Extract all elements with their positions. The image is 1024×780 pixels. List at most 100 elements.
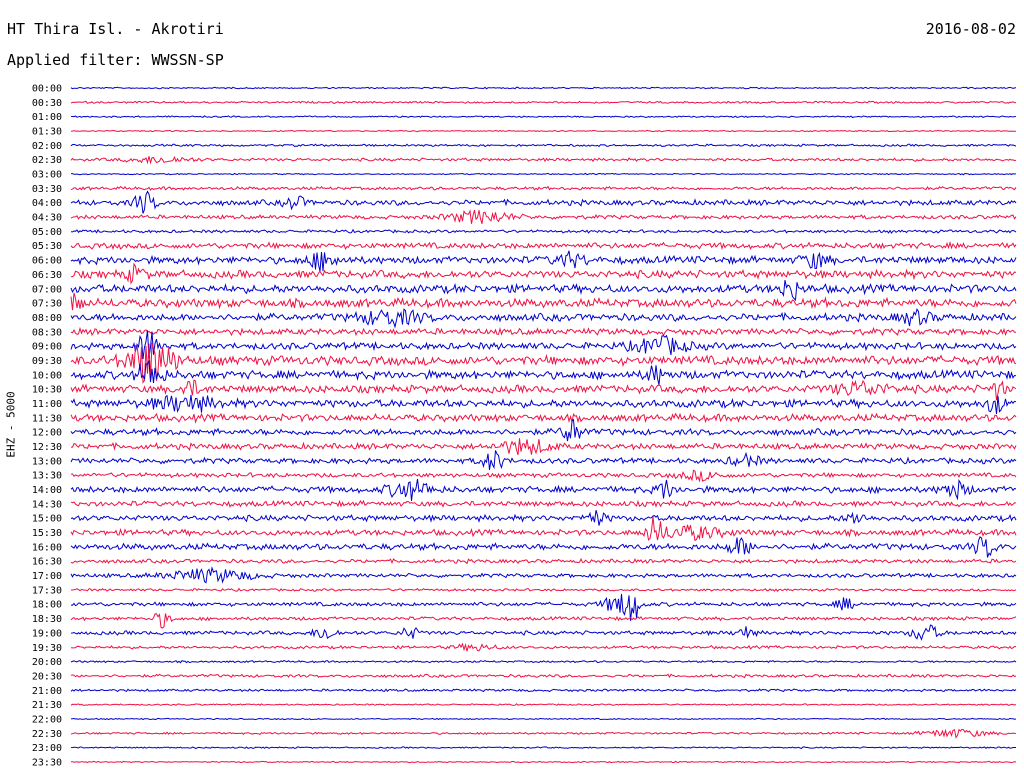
time-label-1230: 12:30 [32, 442, 62, 453]
time-label-0700: 07:00 [32, 284, 62, 295]
time-label-0830: 08:30 [32, 327, 62, 338]
trace-2230 [70, 728, 1017, 739]
time-label-1000: 10:00 [32, 370, 62, 381]
time-label-0400: 04:00 [32, 198, 62, 209]
time-label-1300: 13:00 [32, 456, 62, 467]
time-label-0300: 03:00 [32, 170, 62, 181]
trace-1300 [70, 450, 1017, 470]
trace-0330 [70, 185, 1017, 191]
trace-1900 [70, 624, 1017, 641]
time-label-2030: 20:30 [32, 671, 62, 682]
time-label-2300: 23:00 [32, 743, 62, 754]
trace-0100 [71, 115, 1017, 119]
time-label-1830: 18:30 [32, 614, 62, 625]
trace-1600 [70, 536, 1017, 558]
time-label-1730: 17:30 [32, 585, 62, 596]
time-label-1700: 17:00 [32, 571, 62, 582]
time-label-1400: 14:00 [32, 485, 62, 496]
trace-0500 [70, 228, 1017, 234]
trace-0800 [70, 307, 1017, 329]
time-label-2000: 20:00 [32, 657, 62, 668]
time-label-2230: 22:30 [32, 729, 62, 740]
trace-1200 [70, 418, 1017, 442]
trace-0030 [70, 100, 1017, 105]
time-label-1500: 15:00 [32, 514, 62, 525]
time-label-2100: 21:00 [32, 686, 62, 697]
trace-0730 [70, 292, 1017, 311]
time-label-0930: 09:30 [32, 356, 62, 367]
trace-1730 [71, 587, 1017, 592]
trace-2330 [70, 760, 1017, 764]
time-label-0800: 08:00 [32, 313, 62, 324]
trace-1800 [70, 593, 1017, 621]
time-label-0430: 04:30 [32, 213, 62, 224]
time-label-0100: 01:00 [32, 112, 62, 123]
time-label-1430: 14:30 [32, 499, 62, 510]
time-label-1630: 16:30 [32, 557, 62, 568]
trace-0930 [70, 342, 1017, 384]
time-label-0900: 09:00 [32, 342, 62, 353]
trace-2030 [70, 673, 1017, 679]
time-label-1800: 18:00 [32, 600, 62, 611]
time-label-1130: 11:30 [32, 413, 62, 424]
trace-0600 [70, 250, 1017, 272]
time-label-1200: 12:00 [32, 428, 62, 439]
time-label-2200: 22:00 [32, 715, 62, 726]
trace-1400 [70, 478, 1017, 501]
trace-1030 [70, 379, 1017, 401]
time-label-1330: 13:30 [32, 471, 62, 482]
trace-1700 [70, 566, 1017, 584]
station-title: HT Thira Isl. - Akrotiri [7, 20, 224, 38]
trace-1130 [70, 412, 1017, 424]
time-label-0000: 00:00 [32, 84, 62, 95]
trace-0000 [70, 86, 1017, 90]
time-label-1100: 11:00 [32, 399, 62, 410]
trace-2100 [70, 688, 1017, 693]
time-label-1900: 19:00 [32, 628, 62, 639]
trace-0900 [70, 330, 1017, 360]
trace-0200 [70, 143, 1017, 148]
trace-0400 [70, 190, 1017, 214]
trace-0830 [70, 326, 1016, 337]
trace-2200 [70, 717, 1017, 721]
trace-0530 [70, 240, 1017, 251]
trace-1430 [70, 499, 1017, 508]
trace-1530 [70, 516, 1017, 542]
trace-2130 [70, 703, 1017, 707]
trace-0700 [70, 280, 1017, 302]
time-label-2130: 21:30 [32, 700, 62, 711]
time-label-0200: 02:00 [32, 141, 62, 152]
trace-0230 [70, 155, 1017, 165]
time-label-1530: 15:30 [32, 528, 62, 539]
time-label-0130: 01:30 [32, 127, 62, 138]
time-label-2330: 23:30 [32, 758, 62, 769]
filter-label: Applied filter: WWSSN-SP [7, 51, 224, 69]
trace-1830 [70, 613, 1017, 629]
time-label-1930: 19:30 [32, 643, 62, 654]
trace-1000 [70, 359, 1017, 386]
trace-0130 [70, 129, 1017, 133]
trace-1100 [70, 394, 1017, 414]
time-label-0530: 05:30 [32, 241, 62, 252]
time-label-0600: 06:00 [32, 256, 62, 267]
trace-1930 [70, 642, 1017, 652]
trace-1330 [70, 469, 1017, 483]
time-label-0030: 00:30 [32, 98, 62, 109]
time-label-1030: 10:30 [32, 385, 62, 396]
trace-0300 [71, 172, 1017, 176]
trace-1630 [70, 557, 1017, 565]
trace-0630 [70, 262, 1017, 285]
time-label-0730: 07:30 [32, 299, 62, 310]
time-label-0330: 03:30 [32, 184, 62, 195]
trace-2000 [70, 659, 1017, 664]
trace-1230 [70, 438, 1017, 456]
time-label-0500: 05:00 [32, 227, 62, 238]
time-label-0230: 02:30 [32, 155, 62, 166]
recording-date: 2016-08-02 [925, 20, 1016, 38]
trace-0430 [70, 209, 1017, 224]
trace-1500 [70, 510, 1017, 526]
time-label-1600: 16:00 [32, 542, 62, 553]
trace-2300 [70, 746, 1016, 749]
time-label-0630: 06:30 [32, 270, 62, 281]
